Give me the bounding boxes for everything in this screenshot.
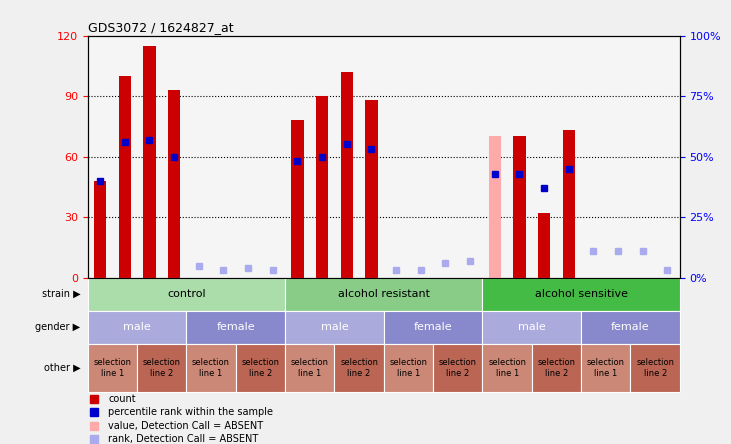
Text: strain ▶: strain ▶ bbox=[42, 289, 80, 299]
Bar bbox=[433, 344, 482, 392]
Text: male: male bbox=[321, 322, 348, 333]
Bar bbox=[334, 344, 384, 392]
Bar bbox=[186, 344, 235, 392]
Bar bbox=[168, 90, 181, 278]
Bar bbox=[563, 131, 575, 278]
Text: count: count bbox=[108, 394, 136, 404]
Bar bbox=[341, 72, 353, 278]
Bar bbox=[285, 311, 384, 344]
Text: selection
line 1: selection line 1 bbox=[192, 358, 230, 377]
Text: female: female bbox=[414, 322, 452, 333]
Bar bbox=[316, 96, 328, 278]
Bar bbox=[88, 311, 186, 344]
Text: selection
line 2: selection line 2 bbox=[340, 358, 378, 377]
Bar bbox=[538, 213, 550, 278]
Bar bbox=[482, 311, 581, 344]
Text: rank, Detection Call = ABSENT: rank, Detection Call = ABSENT bbox=[108, 434, 259, 444]
Text: value, Detection Call = ABSENT: value, Detection Call = ABSENT bbox=[108, 421, 264, 431]
Bar bbox=[581, 344, 630, 392]
Text: selection
line 1: selection line 1 bbox=[587, 358, 625, 377]
Bar bbox=[186, 311, 285, 344]
Text: GDS3072 / 1624827_at: GDS3072 / 1624827_at bbox=[88, 21, 233, 34]
Bar bbox=[513, 136, 526, 278]
Text: selection
line 1: selection line 1 bbox=[291, 358, 329, 377]
Bar bbox=[482, 344, 531, 392]
Bar bbox=[531, 344, 581, 392]
Text: alcohol sensitive: alcohol sensitive bbox=[534, 289, 628, 299]
Text: selection
line 2: selection line 2 bbox=[537, 358, 575, 377]
Bar bbox=[118, 76, 131, 278]
Text: male: male bbox=[518, 322, 545, 333]
Text: alcohol resistant: alcohol resistant bbox=[338, 289, 430, 299]
Text: male: male bbox=[124, 322, 151, 333]
Text: selection
line 2: selection line 2 bbox=[636, 358, 674, 377]
Bar bbox=[137, 344, 186, 392]
Text: female: female bbox=[216, 322, 255, 333]
Text: other ▶: other ▶ bbox=[44, 363, 80, 373]
Bar bbox=[384, 311, 482, 344]
Bar bbox=[488, 136, 501, 278]
Text: gender ▶: gender ▶ bbox=[35, 322, 80, 333]
Text: selection
line 1: selection line 1 bbox=[94, 358, 132, 377]
Text: percentile rank within the sample: percentile rank within the sample bbox=[108, 407, 273, 417]
Bar bbox=[94, 181, 106, 278]
Bar bbox=[630, 344, 680, 392]
Text: selection
line 1: selection line 1 bbox=[390, 358, 428, 377]
Text: female: female bbox=[611, 322, 650, 333]
Bar bbox=[143, 46, 156, 278]
Bar bbox=[482, 278, 680, 311]
Bar bbox=[366, 100, 378, 278]
Bar bbox=[291, 120, 303, 278]
Bar bbox=[384, 344, 433, 392]
Text: selection
line 1: selection line 1 bbox=[488, 358, 526, 377]
Bar bbox=[285, 278, 482, 311]
Bar bbox=[581, 311, 680, 344]
Text: selection
line 2: selection line 2 bbox=[143, 358, 181, 377]
Bar bbox=[88, 344, 137, 392]
Text: selection
line 2: selection line 2 bbox=[439, 358, 477, 377]
Bar bbox=[235, 344, 285, 392]
Bar bbox=[88, 278, 285, 311]
Bar bbox=[285, 344, 334, 392]
Text: selection
line 2: selection line 2 bbox=[241, 358, 279, 377]
Text: control: control bbox=[167, 289, 205, 299]
